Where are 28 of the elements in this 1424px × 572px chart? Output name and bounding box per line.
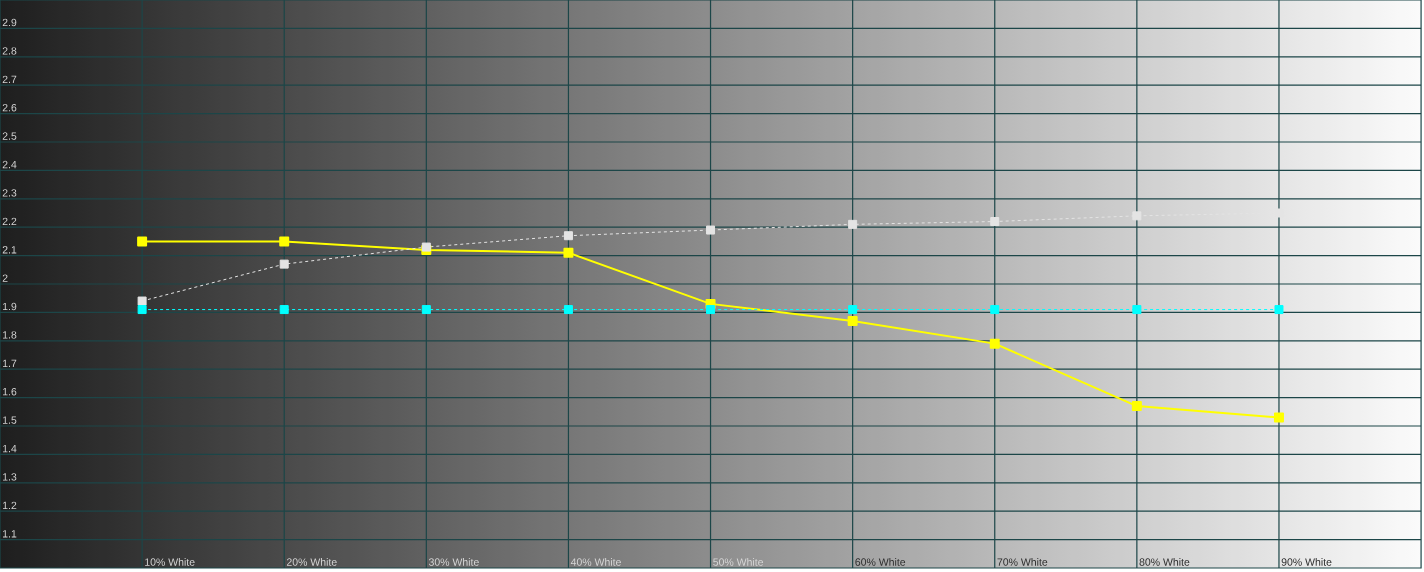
x-tick-label: 20% White (286, 558, 337, 566)
y-tick-label: 2.1 (2, 246, 17, 254)
y-tick-label: 2.9 (2, 18, 17, 27)
x-tick-label: 90% White (1281, 558, 1332, 566)
x-tick-label: 80% White (1139, 558, 1190, 566)
x-tick-label: 70% White (997, 558, 1048, 566)
y-tick-label: 2.3 (2, 189, 17, 197)
y-tick-label: 1.8 (3, 331, 17, 339)
y-tick-label: 2.4 (2, 160, 17, 169)
x-tick-label: 60% White (855, 558, 906, 566)
y-tick-label: 1.7 (3, 359, 17, 367)
y-tick-label: 2.7 (2, 75, 17, 83)
y-tick-label: 1.3 (3, 473, 17, 481)
y-tick-label: 2.6 (2, 103, 17, 112)
y-tick-label: 1.2 (3, 501, 17, 509)
y-tick-label: 1.6 (3, 387, 17, 396)
y-tick-label: 1.1 (3, 530, 17, 538)
x-tick-label: 40% White (570, 558, 621, 566)
x-tick-label: 30% White (428, 558, 479, 566)
x-tick-label: 10% White (145, 558, 195, 566)
y-tick-label: 2.8 (2, 47, 17, 55)
y-tick-label: 2.2 (2, 217, 17, 225)
y-tick-label: 1.9 (3, 302, 17, 311)
y-tick-label: 2.5 (2, 132, 17, 140)
y-tick-label: 1.5 (3, 416, 17, 424)
y-tick-label: 2 (2, 274, 8, 282)
y-tick-label: 1.4 (3, 444, 17, 453)
x-tick-label: 50% White (713, 558, 764, 566)
